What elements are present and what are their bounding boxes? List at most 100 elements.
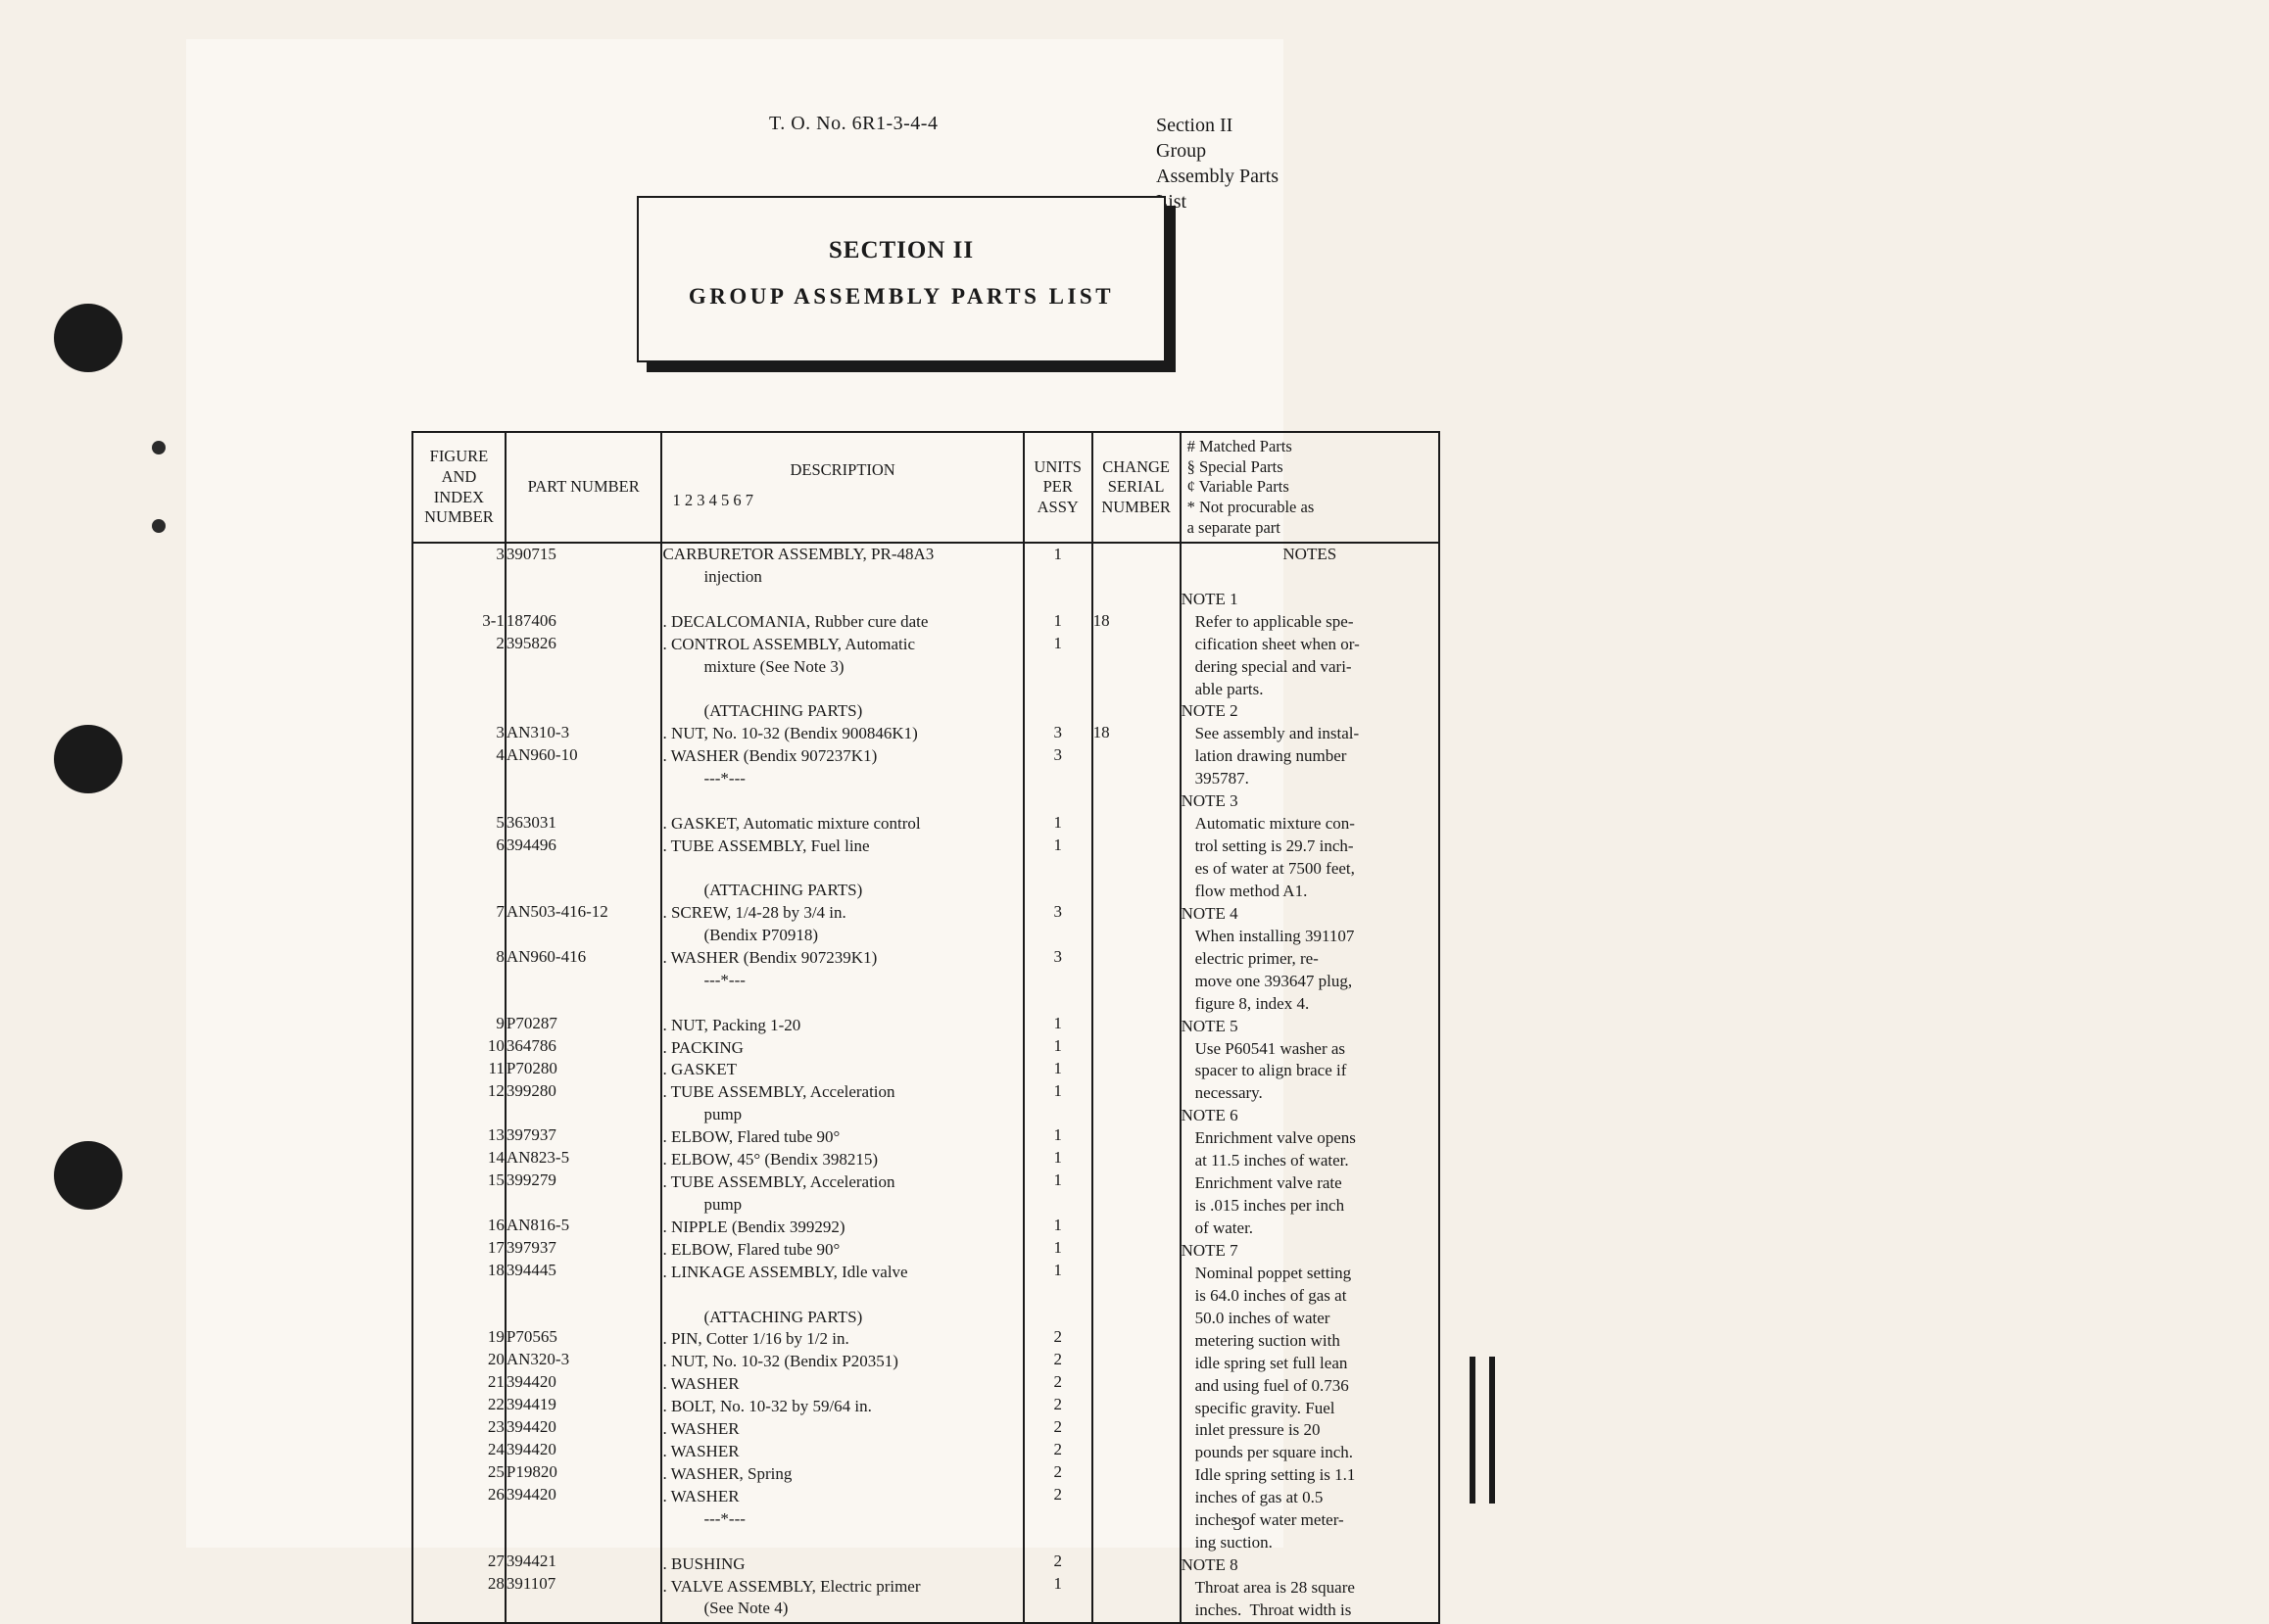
table-row — [413, 566, 505, 589]
table-row — [1093, 944, 1180, 967]
table-row: 397937 — [507, 1124, 661, 1147]
table-row — [1093, 1456, 1180, 1478]
table-row: and using fuel of 0.736 — [1182, 1375, 1438, 1398]
table-row: necessary. — [1182, 1082, 1438, 1105]
table-row: Enrichment valve rate — [1182, 1172, 1438, 1195]
table-row: 15 — [413, 1170, 505, 1192]
table-row — [413, 767, 505, 789]
desc-column-body: CARBURETOR ASSEMBLY, PR-48A3injection. D… — [661, 543, 1023, 1623]
col-legend: # Matched Parts § Special Parts ¢ Variab… — [1181, 432, 1439, 543]
table-row: NOTE 3 — [1182, 790, 1438, 813]
table-row: NOTES — [1182, 544, 1438, 566]
table-row: . GASKET — [662, 1059, 1022, 1081]
table-row — [507, 990, 661, 1013]
table-row — [1093, 699, 1180, 722]
table-row: 19 — [413, 1326, 505, 1349]
table-row — [1093, 1522, 1180, 1545]
table-row — [662, 1284, 1022, 1307]
table-row — [1093, 1167, 1180, 1189]
header-section: Section II Group Assembly Parts List — [1156, 113, 1283, 215]
table-row: 3 — [413, 544, 505, 566]
table-row: 394420 — [507, 1371, 661, 1394]
table-row — [413, 924, 505, 946]
table-row: 2 — [413, 633, 505, 655]
table-row — [1025, 879, 1091, 901]
table-row: 21 — [413, 1371, 505, 1394]
table-row: . WASHER (Bendix 907237K1) — [662, 745, 1022, 768]
notes-column-body: NOTESNOTE 1Refer to applicable spe-cific… — [1181, 543, 1439, 1623]
table-row: . WASHER, Spring — [662, 1463, 1022, 1486]
table-row: CARBURETOR ASSEMBLY, PR-48A3 — [662, 544, 1022, 566]
table-row: . CONTROL ASSEMBLY, Automatic — [662, 634, 1022, 656]
table-row: AN816-5 — [507, 1215, 661, 1237]
table-row — [1093, 1256, 1180, 1278]
table-row: 3 — [1025, 946, 1091, 969]
table-row: . DECALCOMANIA, Rubber cure date — [662, 611, 1022, 634]
table-row — [662, 992, 1022, 1015]
header-section-subtitle: Group Assembly Parts List — [1156, 140, 1279, 213]
table-row: 16 — [413, 1215, 505, 1237]
table-row — [1093, 1322, 1180, 1345]
table-row: 24 — [413, 1439, 505, 1461]
table-row — [1025, 589, 1091, 611]
table-row: . TUBE ASSEMBLY, Fuel line — [662, 836, 1022, 858]
table-row: of water. — [1182, 1218, 1438, 1240]
table-row: AN960-416 — [507, 946, 661, 969]
table-row — [1025, 1505, 1091, 1528]
table-row — [1025, 1528, 1091, 1551]
table-row — [507, 700, 661, 723]
table-row — [1093, 922, 1180, 944]
table-row: idle spring set full lean — [1182, 1353, 1438, 1375]
table-row: 394420 — [507, 1484, 661, 1506]
table-row — [413, 589, 505, 611]
table-row: 1 — [1025, 1170, 1091, 1192]
table-row — [1093, 1211, 1180, 1233]
table-row: . VALVE ASSEMBLY, Electric primer — [662, 1576, 1022, 1599]
table-row: Use P60541 washer as — [1182, 1038, 1438, 1061]
table-row — [1093, 1389, 1180, 1411]
punch-hole — [54, 304, 122, 372]
table-row: ---*--- — [662, 1508, 1022, 1531]
table-row — [507, 1282, 661, 1305]
table-row: ing suction. — [1182, 1532, 1438, 1554]
table-row — [1093, 1566, 1180, 1589]
table-row: 2 — [1025, 1439, 1091, 1461]
table-row — [413, 879, 505, 901]
parts-table: FIGURE AND INDEX NUMBER PART NUMBER DESC… — [411, 431, 1440, 1624]
punch-hole — [54, 1141, 122, 1210]
table-row — [1093, 1300, 1180, 1322]
table-row: spacer to align brace if — [1182, 1060, 1438, 1082]
table-row — [413, 1528, 505, 1551]
table-row: 23 — [413, 1416, 505, 1439]
table-row: . TUBE ASSEMBLY, Acceleration — [662, 1171, 1022, 1194]
table-row: 28 — [413, 1573, 505, 1596]
table-row — [1093, 1144, 1180, 1167]
table-row: P70565 — [507, 1326, 661, 1349]
table-row: 394496 — [507, 835, 661, 857]
table-row: . WASHER — [662, 1486, 1022, 1508]
table-row: trol setting is 29.7 inch- — [1182, 836, 1438, 858]
col-figure: FIGURE AND INDEX NUMBER — [412, 432, 506, 543]
table-row: able parts. — [1182, 679, 1438, 701]
table-row: 9 — [413, 1013, 505, 1035]
table-row — [1093, 1366, 1180, 1389]
dot-mark — [152, 519, 166, 533]
table-row — [507, 1505, 661, 1528]
table-row: inches. Throat width is — [1182, 1600, 1438, 1622]
table-row: . ELBOW, 45° (Bendix 398215) — [662, 1149, 1022, 1171]
col-units: UNITS PER ASSY — [1024, 432, 1092, 543]
table-row: . BOLT, No. 10-32 by 59/64 in. — [662, 1396, 1022, 1418]
table-row: pounds per square inch. — [1182, 1442, 1438, 1464]
table-row: Idle spring setting is 1.1 — [1182, 1464, 1438, 1487]
table-row: 2 — [1025, 1461, 1091, 1484]
table-row — [507, 589, 661, 611]
table-row: 394445 — [507, 1260, 661, 1282]
table-row — [507, 1192, 661, 1215]
table-row: at 11.5 inches of water. — [1182, 1150, 1438, 1172]
table-row — [507, 968, 661, 990]
table-row: (See Note 4) — [662, 1598, 1022, 1620]
dot-mark — [152, 441, 166, 454]
table-row: 13 — [413, 1124, 505, 1147]
table-row: Refer to applicable spe- — [1182, 611, 1438, 634]
table-row: 3 — [1025, 901, 1091, 924]
